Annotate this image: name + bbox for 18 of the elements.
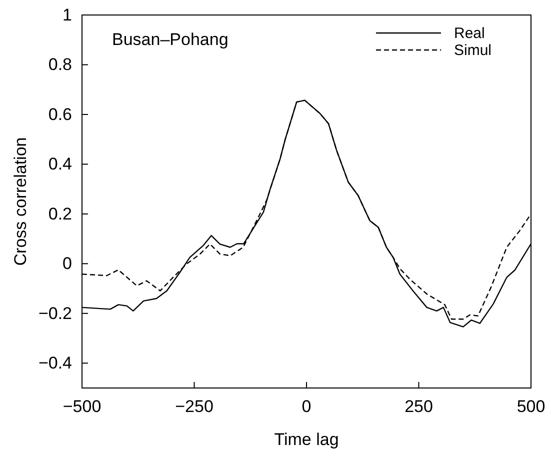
- x-tick-label: 0: [302, 397, 312, 416]
- y-tick-label: 0.6: [48, 104, 72, 124]
- y-axis-title: Cross correlation: [11, 137, 30, 266]
- x-tick-label: 500: [516, 397, 546, 416]
- legend-label: Real: [454, 25, 485, 42]
- y-tick-label: 0.2: [48, 204, 72, 224]
- y-tick-label: 1: [62, 5, 72, 24]
- y-tick-label: 0: [62, 254, 72, 274]
- legend-label: Simul: [454, 42, 492, 59]
- y-tick-label: −0.2: [38, 304, 72, 323]
- y-tick-label: 0.4: [48, 154, 72, 174]
- x-axis-title: Time lag: [274, 430, 339, 449]
- y-tick-label: 0.8: [48, 55, 72, 74]
- y-tick-label: −0.4: [38, 354, 72, 373]
- annotation: Busan–Pohang: [112, 30, 228, 49]
- x-tick-label: −500: [62, 397, 102, 416]
- x-tick-label: −250: [175, 397, 214, 416]
- x-tick-label: 250: [404, 397, 433, 416]
